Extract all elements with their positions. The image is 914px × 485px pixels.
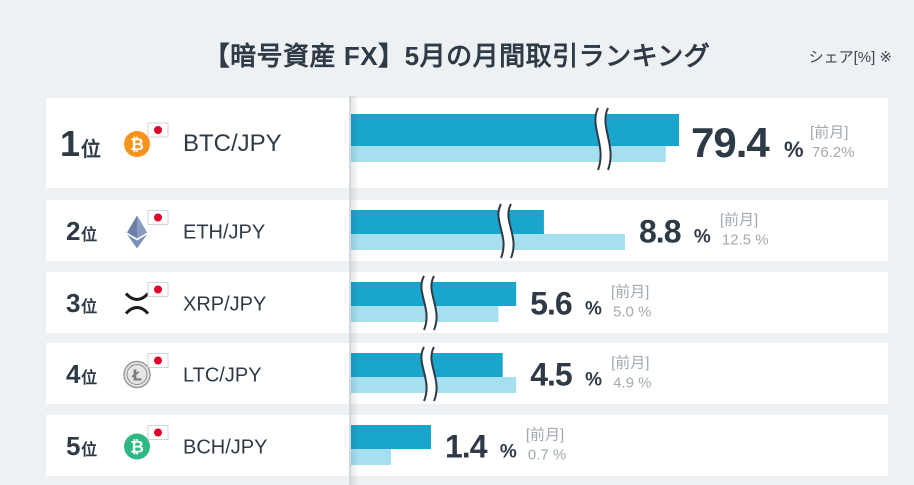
current-bar <box>351 210 544 234</box>
percent-sign: % <box>585 370 602 391</box>
axis-break-mark <box>594 105 612 172</box>
rank-suffix: 位 <box>81 440 97 459</box>
rank-row-1: 1 位 ₿ BTC/JPY 79.4 % [前月] 76.2% <box>46 98 888 188</box>
rank-row-2: 2 位 ETH/JPY 8.8 % [前月] 12.5 % <box>46 200 888 261</box>
prev-month-value: 0.7 % <box>528 447 566 464</box>
axis-shadow <box>349 96 359 485</box>
row-card <box>46 415 888 476</box>
value-label: 79.4 <box>691 119 770 166</box>
litecoin-icon: Ł <box>123 360 151 389</box>
percent-sign: % <box>694 227 711 248</box>
current-bar <box>351 425 431 449</box>
pair-label: XRP/JPY <box>183 294 266 316</box>
rank-suffix: 位 <box>81 225 97 244</box>
ethereum-icon <box>127 215 147 249</box>
pair-label: ETH/JPY <box>183 222 265 244</box>
japan-flag-icon <box>147 425 169 440</box>
svg-text:Ł: Ł <box>131 367 142 385</box>
rank-number: 1 <box>60 123 80 164</box>
axis-break-mark <box>420 273 438 332</box>
chart-title: 【暗号資産 FX】5月の月間取引ランキング <box>203 41 711 71</box>
prev-month-label: [前月] <box>810 124 848 141</box>
current-bar <box>351 114 679 146</box>
japan-flag-icon <box>147 282 169 297</box>
bitcoin-cash-icon: ₿ <box>124 433 150 460</box>
prev-month-value: 5.0 % <box>613 304 651 321</box>
value-label: 1.4 <box>445 429 488 465</box>
percent-sign: % <box>784 137 804 162</box>
prev-month-value: 12.5 % <box>722 232 769 249</box>
prev-month-value: 76.2% <box>812 144 855 161</box>
prev-month-label: [前月] <box>611 284 649 301</box>
japan-flag-icon <box>147 210 169 225</box>
value-label: 5.6 <box>530 286 572 322</box>
xrp-icon <box>124 292 150 315</box>
rank-suffix: 位 <box>81 137 101 161</box>
value-label: 8.8 <box>639 214 681 250</box>
rank-suffix: 位 <box>81 297 97 316</box>
prev-bar <box>351 234 626 250</box>
pair-label: BCH/JPY <box>183 437 267 459</box>
pair-label: BTC/JPY <box>183 130 282 157</box>
japan-flag-icon <box>147 353 169 368</box>
bitcoin-icon: ₿ <box>124 131 150 157</box>
svg-text:₿: ₿ <box>130 135 144 155</box>
value-label: 4.5 <box>530 357 572 393</box>
rank-number: 3 <box>66 288 80 318</box>
rank-row-5: 5 位 ₿ BCH/JPY 1.4 % [前月] 0.7 % <box>46 415 888 476</box>
prev-month-label: [前月] <box>611 355 649 372</box>
rank-number: 5 <box>66 431 80 461</box>
prev-month-label: [前月] <box>526 427 564 444</box>
rank-row-4: 4 位 Ł LTC/JPY 4.5 % [前月] 4.9 % <box>46 343 888 404</box>
prev-month-value: 4.9 % <box>613 375 651 392</box>
axis-break-mark <box>497 201 515 260</box>
prev-bar <box>351 306 499 322</box>
svg-text:₿: ₿ <box>130 438 144 458</box>
prev-bar <box>351 449 391 465</box>
axis-line <box>349 96 351 485</box>
rank-suffix: 位 <box>81 368 97 387</box>
percent-sign: % <box>500 442 517 463</box>
pair-label: LTC/JPY <box>183 365 262 387</box>
rank-number: 2 <box>66 216 80 246</box>
prev-month-label: [前月] <box>720 212 758 229</box>
rank-number: 4 <box>66 359 81 389</box>
rank-row-3: 3 位 XRP/JPY 5.6 % [前月] 5.0 % <box>46 272 888 333</box>
axis-break-mark <box>420 344 438 403</box>
prev-bar <box>351 146 666 162</box>
percent-sign: % <box>585 299 602 320</box>
japan-flag-icon <box>147 122 169 138</box>
unit-note: シェア[%] ※ <box>808 49 892 66</box>
